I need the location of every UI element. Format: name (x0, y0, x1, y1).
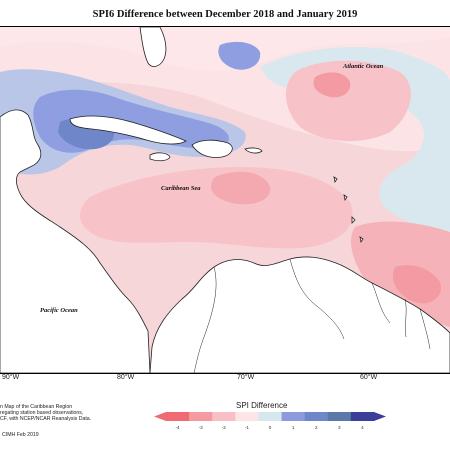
credit-line: n Map of the Caribbean Region (0, 404, 73, 410)
legend-swatch (212, 412, 236, 421)
legend-swatch (350, 412, 375, 421)
legend-tick-label: 2 (314, 425, 318, 430)
country-borders (193, 258, 431, 373)
legend-swatch (304, 412, 329, 421)
lon-tick-label: 90°W (2, 374, 20, 381)
credit-line: CIMH Feb 2019 (2, 432, 39, 438)
credit-line: CF, with NCEP/NCAR Reanalysis Data. (0, 416, 92, 422)
legend-swatch (166, 412, 190, 421)
land-island (351, 216, 356, 224)
land-cuba (69, 115, 187, 145)
map-title: SPI6 Difference between December 2018 an… (92, 9, 358, 20)
land-island (359, 236, 364, 244)
legend-swatch (327, 412, 352, 421)
lon-tick-label: 60°W (360, 374, 378, 381)
land-puerto-rico (244, 147, 263, 154)
legend-swatch (235, 412, 259, 421)
caribbean-sea-label: Caribbean Sea (161, 185, 201, 192)
land-hispaniola (191, 139, 233, 158)
atlantic-ocean-label: Atlantic Ocean (343, 63, 384, 70)
legend-tick-label: -3 (198, 425, 203, 430)
land-island (333, 176, 338, 184)
legend-tick-label: 1 (291, 425, 295, 430)
legend-tick-label: 3 (338, 425, 341, 430)
legend-tick-label: 0 (268, 425, 272, 430)
legend-swatch (258, 412, 282, 421)
legend-arrow-right (374, 412, 386, 421)
land-island (343, 194, 348, 202)
legend-swatch (281, 412, 305, 421)
lon-tick-label: 70°W (237, 374, 255, 381)
legend-tick-label: -4 (175, 425, 180, 430)
field-pink-caribbean (79, 167, 353, 249)
legend-tick-label: -2 (221, 425, 226, 430)
field-red-guyana (392, 265, 441, 304)
field-red-atlantic (313, 72, 351, 98)
land-jamaica (149, 152, 171, 162)
legend-swatch (189, 412, 213, 421)
legend-swatches (154, 412, 386, 421)
legend-tick-label: 4 (361, 425, 364, 430)
land-florida (139, 27, 167, 67)
spi-difference-map (0, 27, 450, 373)
field-blue-bahamas (218, 41, 261, 70)
map-area: Atlantic Ocean Caribbean Sea Pacific Oce… (0, 26, 450, 374)
land-central-america (0, 109, 151, 373)
field-pink-caribbean-core (211, 171, 271, 205)
legend-title: SPI Difference (236, 401, 288, 410)
land-masses (0, 27, 450, 373)
credit-line: regating station based observations, (0, 410, 84, 416)
pacific-ocean-label: Pacific Ocean (40, 307, 78, 314)
lon-tick-label: 80°W (117, 374, 135, 381)
legend-arrow-left (154, 412, 166, 421)
legend-tick-label: -1 (244, 425, 249, 430)
